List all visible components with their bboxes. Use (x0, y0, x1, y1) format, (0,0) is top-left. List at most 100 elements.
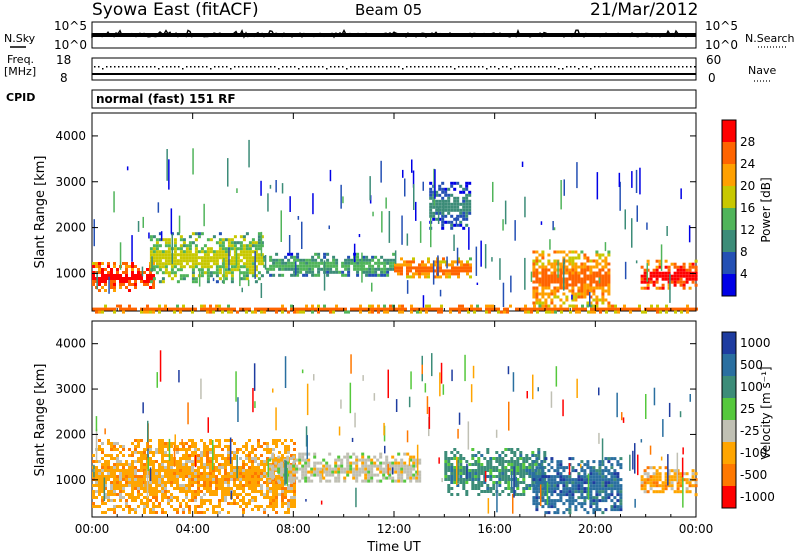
power-echo-cell (607, 268, 611, 272)
power-echo-cell (248, 241, 252, 245)
power-echo-cell (444, 193, 448, 197)
velocity-echo-cell (319, 467, 323, 471)
power-echo-cell (167, 247, 171, 251)
velocity-echo-streak (598, 432, 600, 444)
velocity-echo-cell (191, 490, 194, 493)
power-echo-cell (98, 265, 101, 268)
power-echo-cell (113, 289, 116, 292)
velocity-echo-cell (610, 499, 614, 503)
power-echo-cell (655, 271, 659, 275)
velocity-echo-cell (95, 472, 98, 475)
power-echo-cell (409, 266, 412, 270)
power-echo-cell (197, 232, 201, 236)
velocity-echo-cell (480, 472, 484, 475)
velocity-echo-cell (688, 484, 692, 488)
power-echo-cell (568, 268, 572, 272)
velocity-echo-cell (403, 479, 407, 483)
power-echo-cell (535, 250, 539, 254)
power-echo-cell (227, 310, 230, 314)
nsky-fill (92, 33, 696, 37)
power-echo-cell (571, 304, 575, 308)
power-echo-cell (694, 277, 698, 281)
velocity-echo-cell (209, 475, 212, 478)
power-echo-cell (341, 261, 345, 265)
velocity-echo-cell (646, 481, 650, 485)
velocity-echo-cell (125, 472, 128, 475)
velocity-echo-cell (284, 496, 287, 499)
power-echo-cell (532, 280, 536, 284)
power-echo-cell (571, 274, 575, 278)
power-echo-cell (326, 261, 330, 265)
velocity-echo-cell (364, 470, 368, 474)
velocity-echo-cell (233, 442, 236, 445)
power-echo-cell (155, 253, 159, 257)
power-echo-cell (589, 277, 593, 281)
power-echo-cell (485, 304, 488, 308)
velocity-echo-cell (544, 475, 548, 479)
velocity-echo-cell (301, 476, 305, 480)
power-echo-cell (128, 307, 131, 311)
velocity-echo-cell (251, 457, 254, 460)
velocity-echo-cell (155, 478, 158, 481)
velocity-echo-cell (134, 484, 137, 487)
power-echo-streak (437, 206, 440, 224)
velocity-echo-cell (113, 445, 116, 448)
power-echo-cell (179, 310, 182, 314)
velocity-echo-cell (319, 470, 323, 474)
velocity-echo-cell (182, 499, 185, 502)
velocity-echo-cell (116, 463, 119, 466)
velocity-echo-cell (245, 502, 248, 505)
power-echo-cell (465, 211, 469, 215)
power-echo-cell (209, 307, 212, 311)
velocity-echo-cell (245, 475, 248, 478)
power-echo-cell (598, 274, 602, 278)
power-echo-cell (677, 307, 680, 311)
velocity-echo-cell (194, 508, 197, 511)
power-echo-cell (287, 258, 291, 262)
velocity-echo-cell (284, 490, 287, 493)
power-echo-streak (499, 258, 501, 280)
velocity-echo-cell (284, 451, 287, 454)
power-echo-cell (164, 265, 168, 269)
velocity-echo-cell (289, 473, 293, 477)
velocity-echo-cell (152, 511, 155, 514)
velocity-echo-cell (556, 463, 560, 467)
velocity-echo-cell (236, 496, 239, 499)
velocity-echo-cell (134, 475, 137, 478)
power-echo-streak (141, 266, 144, 277)
velocity-echo-cell (580, 460, 584, 464)
velocity-echo-cell (415, 476, 419, 480)
velocity-echo-cell (444, 460, 448, 463)
power-echo-cell (574, 268, 578, 272)
velocity-echo-cell (565, 475, 569, 479)
velocity-echo-cell (155, 481, 158, 484)
velocity-echo-cell (266, 481, 269, 484)
power-echo-cell (447, 202, 451, 206)
power-echo-cell (694, 274, 698, 278)
power-echo-cell (389, 261, 393, 265)
power-echo-cell (653, 307, 656, 311)
power-echo-cell (620, 307, 623, 311)
velocity-echo-cell (592, 472, 596, 476)
power-echo-cell (694, 259, 698, 263)
velocity-echo-cell (203, 472, 206, 475)
power-echo-cell (365, 255, 369, 259)
velocity-echo-cell (170, 505, 173, 508)
velocity-echo-cell (101, 463, 104, 466)
velocity-echo-cell (293, 442, 296, 445)
power-echo-cell (134, 265, 137, 268)
velocity-echo-cell (334, 479, 338, 483)
power-echo-cell (506, 310, 509, 314)
power-echo-cell (284, 307, 287, 311)
power-echo-cell (589, 265, 593, 269)
velocity-echo-cell (161, 448, 164, 451)
velocity-echo-cell (483, 478, 487, 481)
velocity-echo-cell (263, 472, 266, 475)
velocity-echo-cell (331, 473, 335, 477)
power-echo-cell (314, 307, 317, 311)
power-echo-cell (409, 263, 412, 267)
power-echo-cell (535, 277, 539, 281)
velocity-echo-cell (649, 475, 653, 479)
power-echo-cell (604, 262, 608, 266)
velocity-echo-cell (474, 487, 478, 490)
